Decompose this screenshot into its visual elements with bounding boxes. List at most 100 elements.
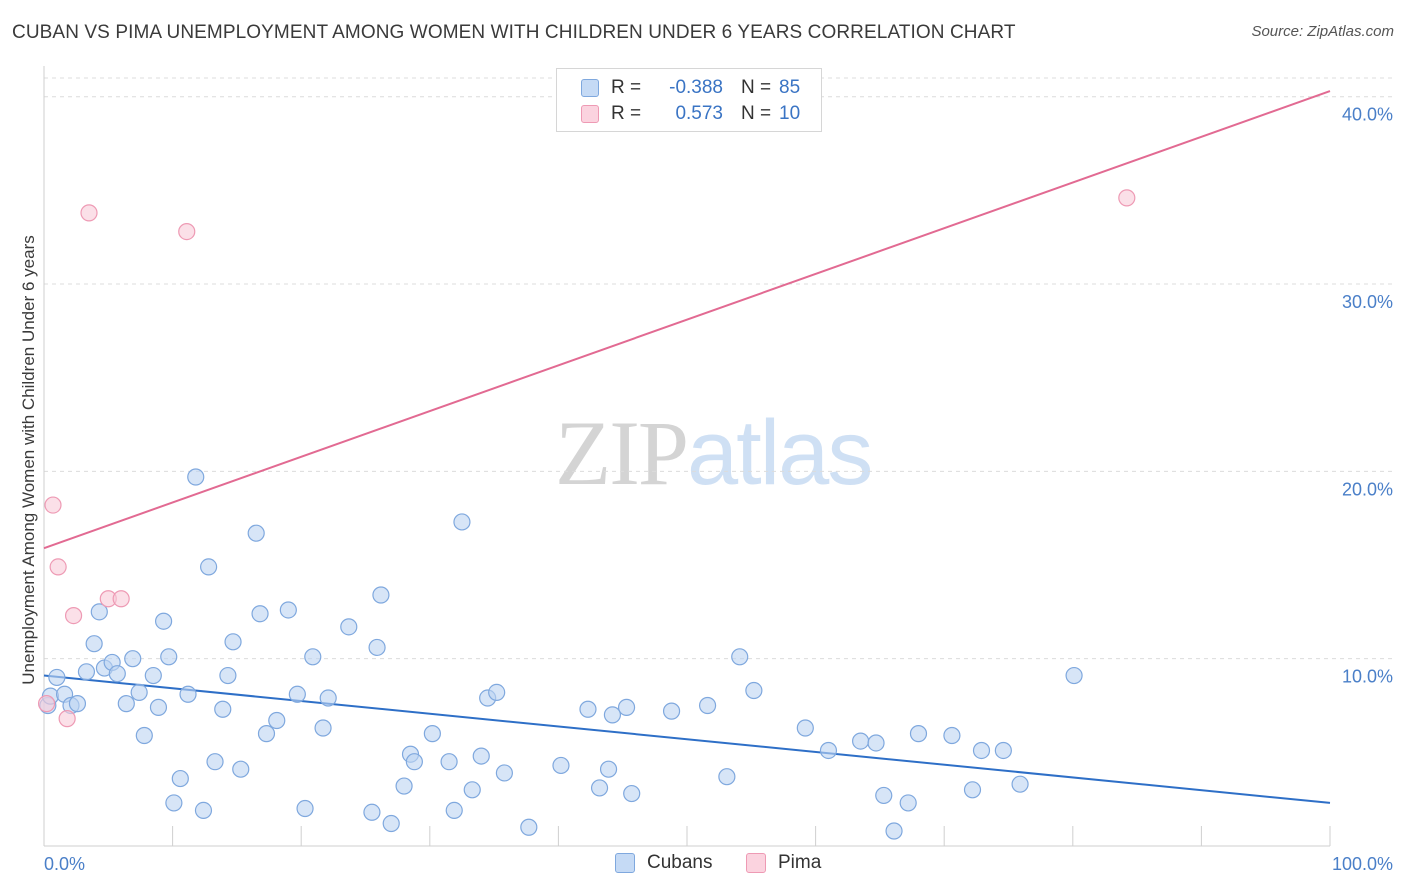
cubans-point <box>885 822 903 840</box>
cubans-point <box>48 668 66 687</box>
y-tick-label: 40.0% <box>1342 105 1393 125</box>
cubans-point <box>603 706 622 724</box>
r-value: -0.388 <box>669 77 723 98</box>
cubans-point <box>296 799 314 818</box>
cubans-point <box>90 603 108 621</box>
axes <box>43 66 1331 847</box>
cubans-point <box>495 764 513 782</box>
cubans-point <box>314 719 332 737</box>
cubans-point <box>445 801 463 820</box>
y-axis-label: Unemployment Among Women with Children U… <box>19 235 38 684</box>
cubans-point <box>963 781 982 799</box>
pima-point <box>37 695 56 713</box>
cubans-point <box>662 702 681 720</box>
cubans-point <box>867 734 885 752</box>
cubans-point <box>179 685 197 703</box>
trend-line-cubans <box>43 674 1331 804</box>
cubans-point <box>623 784 641 803</box>
legend-label-cubans: Cubans <box>647 852 713 873</box>
cubans-point <box>85 635 103 653</box>
cubans-point <box>154 612 173 630</box>
cubans-point <box>1011 775 1029 793</box>
cubans-point <box>875 786 893 805</box>
cubans-point <box>395 777 413 795</box>
correlation-legend: R = -0.388 N = 85 R = 0.573 N = 10 <box>556 68 822 132</box>
cubans-point <box>599 760 618 778</box>
cubans-point <box>232 760 250 778</box>
pima-swatch <box>581 105 599 123</box>
grid <box>44 77 1392 660</box>
series-legend: Cubans Pima <box>0 852 1406 878</box>
cubans-point <box>745 681 763 700</box>
chart-title: CUBAN VS PIMA UNEMPLOYMENT AMONG WOMEN W… <box>12 22 1016 43</box>
legend-item-cubans: Cubans <box>615 852 713 874</box>
cubans-point <box>117 695 135 713</box>
pima-point <box>44 496 62 514</box>
cubans-point <box>405 753 423 771</box>
cubans-point <box>319 689 337 707</box>
cubans-point <box>214 700 232 718</box>
cubans-swatch <box>615 853 635 873</box>
tick-labels: 10.0% 20.0% 30.0% 40.0% 0.0% 100.0% Unemployme… <box>19 105 1393 874</box>
cubans-point <box>382 814 400 833</box>
cubans-point <box>144 666 162 685</box>
pima-point <box>58 710 76 728</box>
cubans-point <box>135 726 153 745</box>
cubans-point <box>124 650 142 668</box>
y-tick-label: 30.0% <box>1342 292 1393 312</box>
cubans-point <box>972 741 991 760</box>
y-tick-label: 10.0% <box>1342 667 1393 687</box>
cubans-point <box>1065 666 1083 685</box>
cubans-point <box>463 781 481 799</box>
r-value: 0.573 <box>675 103 723 124</box>
legend-row-cubans: R = -0.388 N = 85 <box>581 76 800 100</box>
cubans-point <box>520 818 538 836</box>
pima-point <box>178 223 196 241</box>
pima-point <box>1118 189 1136 207</box>
cubans-point <box>187 468 205 486</box>
watermark-atlas: atlas <box>687 402 873 504</box>
cubans-point <box>247 524 265 542</box>
n-value: 85 <box>779 77 801 98</box>
cubans-point <box>943 726 961 745</box>
cubans-point <box>590 779 609 797</box>
cubans-point <box>899 794 917 812</box>
cubans-point <box>363 803 381 821</box>
cubans-point <box>488 683 506 702</box>
x-tick-label: 100.0% <box>1332 854 1393 874</box>
cubans-point <box>731 648 749 666</box>
legend-item-pima: Pima <box>746 852 821 874</box>
cubans-point <box>160 648 178 666</box>
y-tick-label: 20.0% <box>1342 479 1393 499</box>
cubans-point <box>200 558 218 576</box>
cubans-point <box>77 663 96 681</box>
n-label: N = <box>741 103 772 124</box>
cubans-point <box>149 698 168 716</box>
n-value: 10 <box>779 103 801 124</box>
trend-line-pima <box>43 90 1331 550</box>
cubans-point <box>224 633 242 651</box>
cubans-point <box>472 747 490 765</box>
pima-swatch <box>746 853 766 873</box>
trend-lines <box>43 90 1331 804</box>
cubans-swatch <box>581 79 599 97</box>
pima-point <box>80 204 98 222</box>
cubans-point <box>552 756 570 775</box>
cubans-point <box>108 665 126 683</box>
r-label: R = <box>611 77 642 98</box>
r-label: R = <box>611 103 642 124</box>
cubans-point <box>368 638 386 657</box>
cubans-point <box>617 698 636 716</box>
source-label: Source: ZipAtlas.com <box>1251 23 1394 40</box>
cubans-point <box>268 711 286 730</box>
cubans-point <box>165 794 183 812</box>
cubans-point <box>279 601 297 619</box>
legend-label-pima: Pima <box>778 852 822 873</box>
cubans-point <box>340 618 358 636</box>
cubans-point <box>994 741 1012 760</box>
legend-row-pima: R = 0.573 N = 10 <box>581 102 800 126</box>
data-points <box>37 189 1136 840</box>
cubans-point <box>423 725 441 743</box>
cubans-point <box>130 683 148 702</box>
